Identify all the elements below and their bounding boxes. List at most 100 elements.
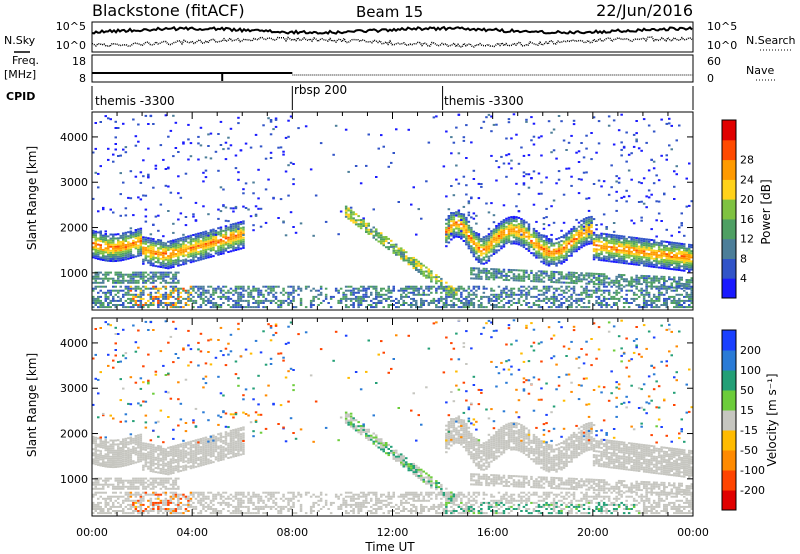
power-cell — [297, 285, 300, 288]
power-cell — [152, 240, 155, 243]
power-cell — [162, 273, 165, 276]
power-cell — [415, 299, 418, 302]
power-cell — [450, 238, 453, 241]
power-cell — [405, 295, 408, 298]
velocity-cell — [94, 503, 97, 506]
velocity-cell — [455, 497, 458, 500]
velocity-cell — [467, 434, 471, 437]
velocity-cell — [144, 510, 148, 512]
velocity-cell — [470, 457, 473, 460]
velocity-cell — [167, 446, 170, 449]
power-cell — [222, 302, 225, 304]
power-cell — [192, 238, 195, 241]
power-cell — [359, 225, 363, 228]
velocity-cell — [92, 435, 95, 438]
power-cell — [129, 273, 133, 276]
power-cell — [232, 304, 235, 306]
power-cell — [172, 275, 175, 278]
velocity-cell — [219, 350, 223, 352]
power-cell — [224, 295, 228, 298]
power-cell — [137, 287, 140, 290]
power-cell — [222, 236, 225, 239]
power-cell — [122, 234, 125, 237]
velocity-cell — [289, 497, 293, 500]
power-cell — [107, 259, 110, 262]
velocity-cell — [352, 419, 355, 422]
velocity-cell — [387, 512, 390, 515]
velocity-cell — [470, 503, 473, 506]
power-cell — [144, 240, 148, 243]
power-cell — [227, 226, 230, 229]
velocity-cell — [142, 477, 145, 480]
velocity-cell — [242, 512, 245, 515]
power-cell — [440, 291, 443, 294]
power-cell — [462, 306, 466, 309]
velocity-cell — [134, 381, 138, 384]
velocity-cell — [362, 423, 365, 426]
power-cell — [189, 246, 193, 249]
velocity-cell — [129, 438, 133, 441]
velocity-cell — [144, 400, 148, 403]
power-cell — [212, 306, 215, 309]
power-cell — [390, 291, 393, 294]
velocity-cell — [159, 477, 163, 480]
power-cell — [144, 236, 148, 239]
velocity-cell — [445, 501, 448, 504]
power-cell — [415, 289, 418, 292]
velocity-cell — [442, 495, 446, 498]
velocity-cell — [252, 493, 255, 496]
velocity-cell — [299, 493, 303, 496]
power-cell — [119, 273, 122, 276]
velocity-cell — [239, 449, 243, 452]
power-cell — [207, 145, 210, 147]
power-cell — [375, 176, 378, 178]
velocity-cell — [174, 469, 178, 472]
power-cell — [415, 262, 418, 265]
velocity-cell — [457, 439, 461, 442]
velocity-cell — [187, 329, 190, 332]
velocity-cell — [450, 497, 453, 500]
velocity-cell — [164, 472, 168, 475]
power-cell — [202, 233, 205, 236]
velocity-cell — [244, 512, 248, 515]
velocity-cell — [109, 451, 112, 454]
velocity-cell — [212, 499, 215, 502]
velocity-cell — [147, 457, 150, 460]
velocity-cell — [147, 455, 150, 458]
power-cell — [92, 287, 95, 290]
velocity-cell — [239, 510, 243, 512]
power-cell — [194, 235, 198, 238]
velocity-cell — [392, 358, 395, 360]
power-cell — [457, 152, 461, 155]
power-cell — [427, 270, 431, 273]
power-cell — [162, 271, 165, 274]
velocity-cell — [179, 459, 183, 462]
velocity-cell — [197, 364, 200, 367]
velocity-cell — [119, 487, 122, 490]
power-cell — [157, 277, 160, 280]
velocity-cell — [264, 394, 268, 397]
power-cell — [267, 299, 270, 302]
power-cell — [179, 239, 183, 242]
velocity-cell — [289, 367, 293, 370]
velocity-cell — [182, 442, 185, 445]
power-cell — [287, 304, 290, 306]
velocity-cell — [207, 351, 210, 353]
power-cell — [224, 243, 228, 246]
velocity-cell — [427, 499, 431, 502]
velocity-cell — [97, 479, 100, 482]
velocity-cell — [447, 433, 451, 436]
velocity-cell — [477, 477, 481, 480]
power-cell — [217, 217, 220, 220]
power-cell — [455, 231, 458, 234]
velocity-cell — [172, 469, 175, 472]
velocity-cell — [197, 348, 200, 351]
power-cell — [475, 246, 478, 249]
power-cell — [107, 291, 110, 294]
velocity-cell — [254, 495, 258, 498]
velocity-cell — [164, 320, 168, 323]
velocity-cell — [154, 485, 158, 488]
velocity-cell — [162, 452, 165, 454]
velocity-cell — [465, 363, 468, 365]
velocity-cell — [99, 512, 102, 515]
